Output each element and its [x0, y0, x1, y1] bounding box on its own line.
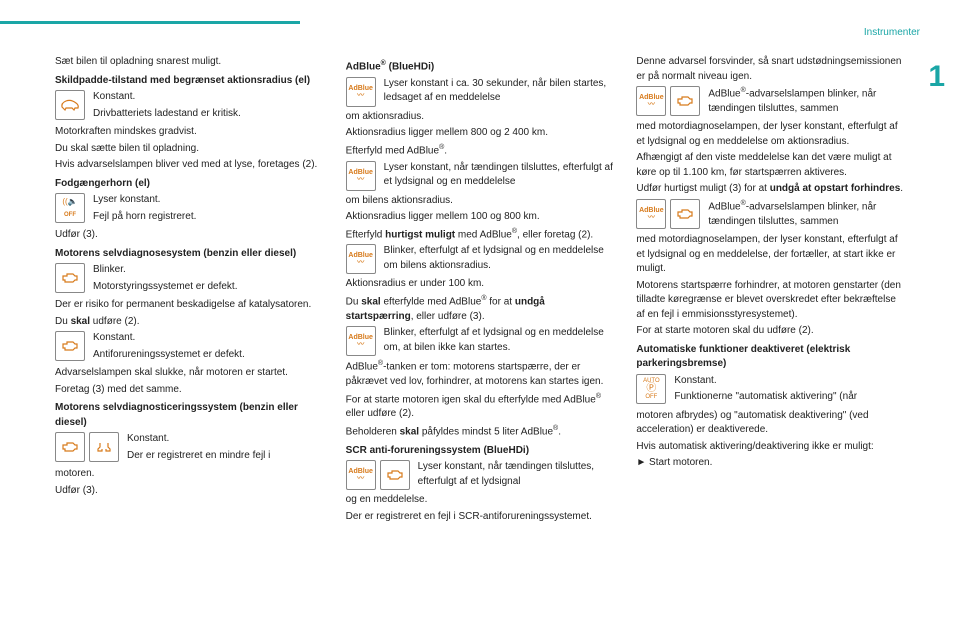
body-text: Lyser konstant, når tændingen tilsluttes… [418, 460, 615, 489]
body-text: Denne advarsel forsvinder, så snart udst… [636, 55, 905, 84]
body-text: og en meddelelse. [346, 493, 615, 508]
icon-row: ((🔈OFF Lyser konstant. Fejl på horn regi… [55, 193, 324, 226]
adblue-icon: AdBlue〰 [346, 161, 376, 191]
body-text: Efterfyld med AdBlue®. [346, 143, 615, 159]
body-text: Hvis automatisk aktivering/deaktivering … [636, 440, 905, 455]
body-text: Afhængigt af den viste meddelelse kan de… [636, 151, 905, 180]
body-text: Blinker. [93, 263, 324, 278]
section-label: Instrumenter [864, 26, 920, 41]
header-rule [0, 21, 300, 24]
body-text: ► Start motoren. [636, 456, 905, 471]
icon-row: AdBlue〰 Lyser konstant, når tændingen ti… [346, 161, 615, 192]
body-text: Udfør hurtigst muligt (3) for at undgå a… [636, 182, 905, 197]
body-text: om aktionsradius. [346, 110, 615, 125]
body-text: motoren afbrydes) og "automatisk deaktiv… [636, 409, 905, 438]
body-text: Hvis advarselslampen bliver ved med at l… [55, 158, 324, 173]
icon-row: AdBlue〰 Blinker, efterfulgt af et lydsig… [346, 326, 615, 357]
icon-row: Konstant. Antiforureningssystemet er def… [55, 331, 324, 364]
body-text: Aktionsradius er under 100 km. [346, 277, 615, 292]
column-2: AdBlue® (BlueHDi) AdBlue〰 Lyser konstant… [346, 55, 615, 630]
adblue-icon: AdBlue〰 [346, 77, 376, 107]
adblue-engine-icons: AdBlue〰 [636, 199, 700, 229]
heading: Motorens selvdiagnosesystem (benzin elle… [55, 247, 324, 262]
icon-row: Konstant. Drivbatteriets ladestand er kr… [55, 90, 324, 123]
body-text: Beholderen skal påfyldes mindst 5 liter … [346, 424, 615, 440]
icon-row: Blinker. Motorstyringssystemet er defekt… [55, 263, 324, 296]
body-text: For at starte motoren igen skal du efter… [346, 392, 615, 422]
body-text: motoren. [55, 467, 324, 482]
body-text: Der er registreret en mindre fejl i [127, 449, 324, 464]
body-text: AdBlue®-advarselslampen blinker, når tæn… [708, 199, 905, 229]
body-text: Lyser konstant i ca. 30 sekunder, når bi… [384, 77, 615, 106]
body-text: Du skal efterfylde med AdBlue® for at un… [346, 294, 615, 324]
body-text: Motorens startspærre forhindrer, at moto… [636, 279, 905, 323]
body-text: med motordiagnoselampen, der lyser konst… [636, 120, 905, 149]
heading: Fodgængerhorn (el) [55, 177, 324, 192]
icon-row: AdBlue〰 Lyser konstant i ca. 30 sekunder… [346, 77, 615, 108]
auto-p-off-icon: AUTOⓅOFF [636, 374, 666, 404]
heading: Motorens selvdiagnosticeringssystem (ben… [55, 401, 324, 430]
engine-service-icons [55, 432, 119, 462]
chapter-number: 1 [928, 55, 945, 99]
icon-row: AdBlue〰 AdBlue®-advarselslampen blinker,… [636, 199, 905, 231]
engine-icon [55, 263, 85, 293]
body-text: AdBlue®-tanken er tom: motorens startspæ… [346, 359, 615, 389]
body-text: om bilens aktionsradius. [346, 194, 615, 209]
body-text: Konstant. [93, 331, 324, 346]
body-text: Foretag (3) med det samme. [55, 383, 324, 398]
heading: SCR anti-forureningssystem (BlueHDi) [346, 444, 615, 459]
body-text: Sæt bilen til opladning snarest muligt. [55, 55, 324, 70]
adblue-engine-icons: AdBlue〰 [636, 86, 700, 116]
column-3: Denne advarsel forsvinder, så snart udst… [636, 55, 905, 630]
engine-icon [55, 331, 85, 361]
heading: Automatiske funktioner deaktiveret (elek… [636, 343, 905, 372]
icon-row: Konstant. Der er registreret en mindre f… [55, 432, 324, 465]
body-text: Der er registreret en fejl i SCR-antifor… [346, 510, 615, 525]
adblue-icon: AdBlue〰 [346, 244, 376, 274]
icon-row: AdBlue〰 Lyser konstant, når tændingen ti… [346, 460, 615, 491]
adblue-engine-icons: AdBlue〰 [346, 460, 410, 490]
body-text: Fejl på horn registreret. [93, 210, 324, 225]
body-text: Lyser konstant, når tændingen tilsluttes… [384, 161, 615, 190]
body-text: Du skal sætte bilen til opladning. [55, 142, 324, 157]
icon-row: AUTOⓅOFF Konstant. Funktionerne "automat… [636, 374, 905, 407]
body-text: Motorkraften mindskes gradvist. [55, 125, 324, 140]
turtle-icon [55, 90, 85, 120]
heading: Skildpadde-tilstand med begrænset aktion… [55, 74, 324, 89]
body-text: For at starte motoren skal du udføre (2)… [636, 324, 905, 339]
body-text: Motorstyringssystemet er defekt. [93, 280, 324, 295]
body-text: Aktionsradius ligger mellem 100 og 800 k… [346, 210, 615, 225]
body-text: Udfør (3). [55, 228, 324, 243]
heading: AdBlue® (BlueHDi) [346, 59, 615, 75]
body-text: Lyser konstant. [93, 193, 324, 208]
horn-off-icon: ((🔈OFF [55, 193, 85, 223]
body-text: Blinker, efterfulgt af et lydsignal og e… [384, 244, 615, 273]
body-text: AdBlue®-advarselslampen blinker, når tæn… [708, 86, 905, 116]
page-content: Sæt bilen til opladning snarest muligt. … [55, 55, 905, 630]
column-1: Sæt bilen til opladning snarest muligt. … [55, 55, 324, 630]
body-text: Funktionerne "automatisk aktivering" (nå… [674, 390, 905, 405]
body-text: Blinker, efterfulgt af et lydsignal og e… [384, 326, 615, 355]
body-text: Advarselslampen skal slukke, når motoren… [55, 366, 324, 381]
adblue-icon: AdBlue〰 [346, 326, 376, 356]
body-text: Antiforureningssystemet er defekt. [93, 348, 324, 363]
body-text: Udfør (3). [55, 484, 324, 499]
icon-row: AdBlue〰 AdBlue®-advarselslampen blinker,… [636, 86, 905, 118]
body-text: Aktionsradius ligger mellem 800 og 2 400… [346, 126, 615, 141]
body-text: Konstant. [93, 90, 324, 105]
body-text: Drivbatteriets ladestand er kritisk. [93, 107, 324, 122]
body-text: Konstant. [127, 432, 324, 447]
icon-row: AdBlue〰 Blinker, efterfulgt af et lydsig… [346, 244, 615, 275]
body-text: Konstant. [674, 374, 905, 389]
body-text: Der er risiko for permanent beskadigelse… [55, 298, 324, 313]
body-text: med motordiagnoselampen, der lyser konst… [636, 233, 905, 277]
body-text: Du skal udføre (2). [55, 315, 324, 330]
body-text: Efterfyld hurtigst muligt med AdBlue®, e… [346, 227, 615, 243]
